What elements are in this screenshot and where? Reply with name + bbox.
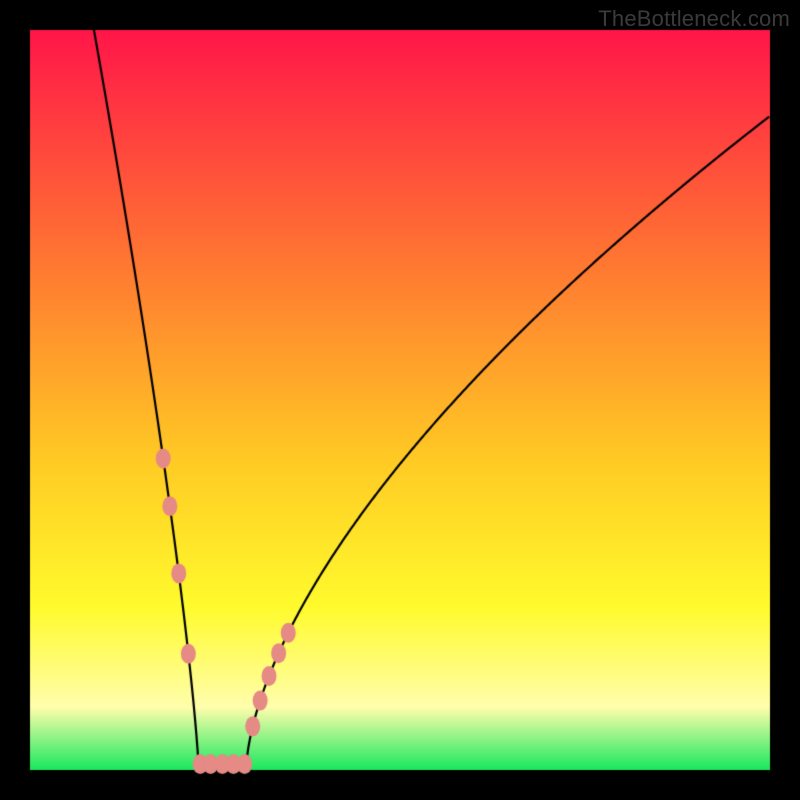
figure: TheBottleneck.com bbox=[0, 0, 800, 800]
bottleneck-plot-canvas bbox=[0, 0, 800, 800]
